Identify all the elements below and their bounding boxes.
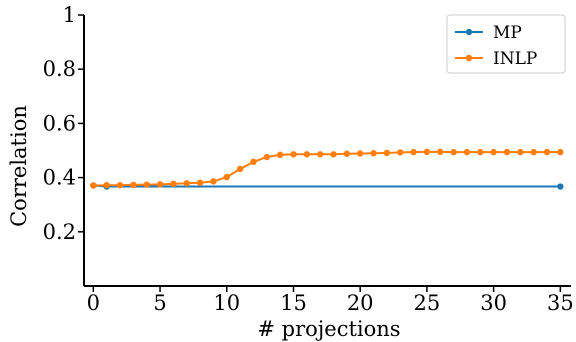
series-inlp-point [410, 148, 417, 156]
x-tick-label: 30 [480, 291, 507, 315]
x-tick-label: 35 [547, 291, 574, 315]
x-tick-label: 20 [347, 291, 374, 315]
series-inlp-point [183, 180, 190, 187]
series-inlp-point [530, 148, 537, 156]
series-inlp-point [276, 151, 284, 159]
axes [83, 15, 571, 287]
x-tick-label: 10 [213, 291, 240, 315]
series-inlp-point [236, 165, 244, 173]
series-inlp-line [93, 150, 561, 187]
series-inlp-point [316, 151, 324, 158]
legend-marker-inlp [465, 54, 473, 62]
legend-label-mp: MP [493, 23, 522, 43]
x-tick-label: 0 [87, 291, 100, 315]
legend-label-inlp: INLP [493, 49, 537, 69]
series-inlp-point [370, 150, 377, 157]
series-group [90, 148, 564, 190]
x-tick-label: 15 [280, 291, 307, 315]
series-inlp-point [503, 148, 511, 156]
x-tick-label: 25 [414, 291, 441, 315]
series-inlp-point [223, 173, 230, 181]
series-inlp-point [250, 158, 257, 166]
series-inlp-point [437, 148, 444, 156]
series-inlp-point [463, 148, 471, 156]
y-tick-label: 0.4 [43, 166, 76, 190]
y-tick-label: 0.8 [43, 57, 76, 81]
series-inlp-point [196, 179, 204, 186]
x-axis-title: # projections [257, 317, 400, 341]
y-tick-label: 1 [63, 3, 76, 27]
series-inlp-point [356, 150, 364, 157]
series-inlp-point [130, 181, 137, 189]
series-inlp-point [143, 181, 150, 188]
legend: MP INLP [446, 14, 566, 74]
series-inlp-point [170, 180, 177, 188]
x-tick-label: 5 [153, 291, 166, 315]
series-inlp-point [490, 148, 497, 156]
series-inlp-point [517, 148, 524, 156]
series-inlp-point [303, 151, 311, 158]
series-inlp-point [263, 153, 270, 161]
series-inlp-point [543, 148, 551, 156]
series-inlp-point [210, 178, 217, 185]
series-inlp-point [290, 151, 297, 158]
series-inlp-point [343, 150, 351, 157]
series-mp-point [557, 183, 564, 190]
series-inlp-point [116, 181, 124, 189]
y-tick-label: 0.6 [43, 111, 76, 135]
series-inlp-point [397, 149, 404, 156]
series-inlp-point [103, 181, 110, 189]
series-inlp-point [423, 148, 431, 156]
series-inlp-point [450, 148, 457, 156]
legend-marker-mp [465, 28, 473, 36]
y-tick-label: 0.2 [43, 220, 76, 244]
series-inlp-point [90, 182, 97, 189]
series-inlp-point [557, 148, 564, 156]
series-inlp-point [156, 181, 164, 188]
series-inlp-point [330, 151, 337, 158]
series-inlp-point [477, 148, 484, 156]
tick-group: 0 5 10 15 20 25 30 35 0.2 0.4 0.6 0.8 1 [43, 3, 574, 315]
series-inlp-point [383, 149, 391, 157]
y-axis-title: Correlation [7, 105, 31, 227]
series-mp-line [93, 184, 561, 188]
